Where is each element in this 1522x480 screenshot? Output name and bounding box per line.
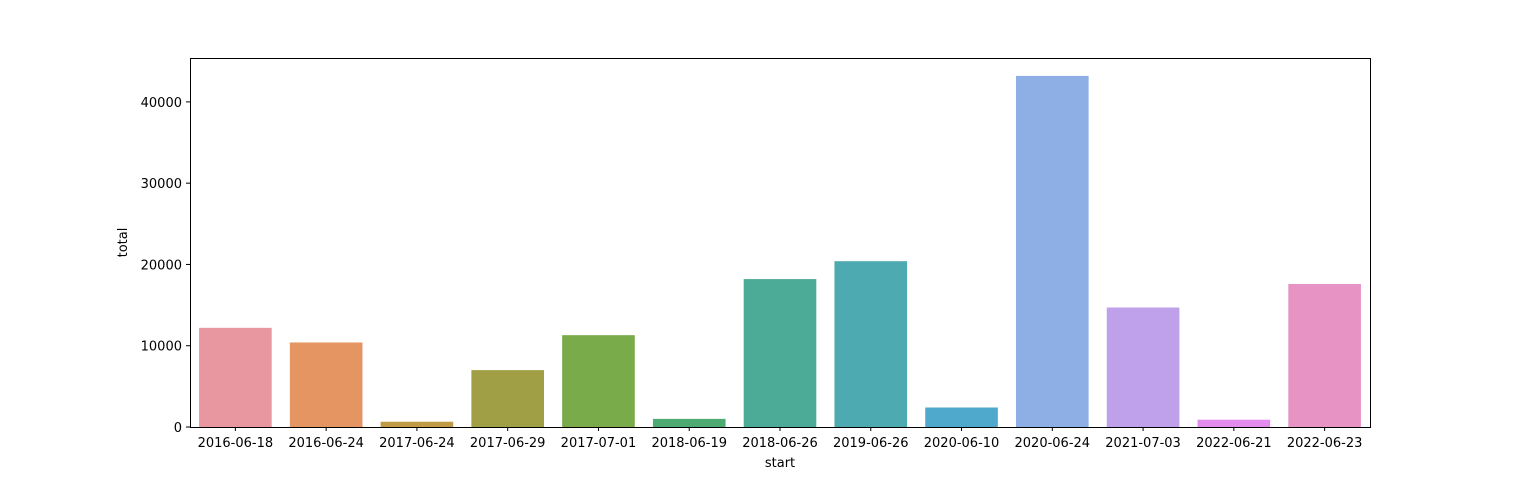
y-axis-label: total <box>116 228 131 258</box>
x-tick-label: 2020-06-10 <box>924 436 1000 451</box>
y-tick-label: 10000 <box>141 340 182 355</box>
y-tick-label: 0 <box>174 421 182 436</box>
bar-2019-06-26 <box>834 261 908 427</box>
bar-2022-06-21 <box>1197 419 1271 427</box>
bar-2018-06-19 <box>652 418 726 427</box>
x-tick-label: 2017-07-01 <box>561 436 637 451</box>
y-axis: 0 10000 20000 30000 40000 <box>141 96 190 436</box>
bar-2017-06-24 <box>380 421 454 427</box>
bar-2016-06-18 <box>199 327 272 427</box>
x-tick-label: 2018-06-26 <box>742 436 818 451</box>
bar-2022-06-23 <box>1288 283 1361 427</box>
x-tick-label: 2017-06-29 <box>470 436 546 451</box>
x-axis-label: start <box>765 456 795 471</box>
x-tick-label: 2018-06-19 <box>651 436 727 451</box>
x-tick-label: 2019-06-26 <box>833 436 909 451</box>
bar-2017-06-29 <box>471 370 544 427</box>
bar-2021-07-03 <box>1106 307 1180 427</box>
bar-2016-06-24 <box>289 342 363 427</box>
x-axis: 2016-06-18 2016-06-24 2017-06-24 2017-06-29… <box>198 427 1363 451</box>
x-tick-label: 2016-06-24 <box>288 436 364 451</box>
x-tick-label: 2021-07-03 <box>1105 436 1181 451</box>
bar-2020-06-24 <box>1016 75 1089 428</box>
bar-2018-06-26 <box>743 279 817 427</box>
y-tick-label: 20000 <box>141 258 182 273</box>
x-tick-label: 2022-06-21 <box>1196 436 1272 451</box>
bars-group <box>199 75 1361 428</box>
y-tick-label: 30000 <box>141 177 182 192</box>
bar-2020-06-10 <box>925 407 998 427</box>
x-tick-label: 2016-06-18 <box>198 436 274 451</box>
bar-2017-07-01 <box>562 335 635 427</box>
x-tick-label: 2020-06-24 <box>1015 436 1091 451</box>
y-tick-label: 40000 <box>141 96 182 111</box>
x-tick-label: 2022-06-23 <box>1287 436 1363 451</box>
x-tick-label: 2017-06-24 <box>379 436 455 451</box>
